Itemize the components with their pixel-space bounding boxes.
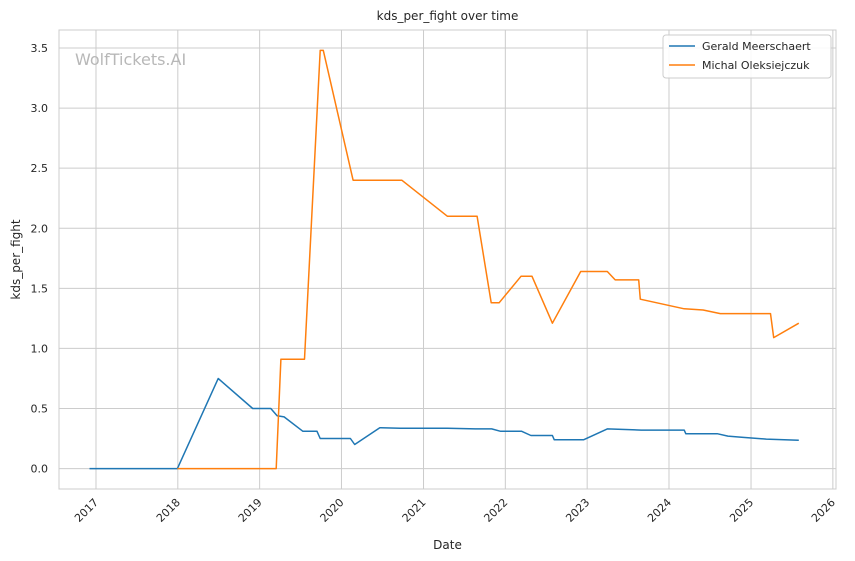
y-tick-label: 0.0 <box>31 463 49 476</box>
y-axis-title: kds_per_fight <box>9 219 23 300</box>
y-tick-label: 2.0 <box>31 222 49 235</box>
grid <box>59 30 836 489</box>
legend: Gerald Meerschaert Michal Oleksiejczuk <box>662 34 832 79</box>
chart-title: kds_per_fight over time <box>377 9 519 23</box>
legend-box <box>662 34 832 79</box>
y-tick-labels: 0.0 0.5 1.0 1.5 2.0 2.5 3.0 3.5 <box>31 42 49 476</box>
plot-frame <box>58 29 837 490</box>
x-axis-title: Date <box>433 538 462 552</box>
y-tick-label: 1.5 <box>31 282 49 295</box>
y-tick-label: 0.5 <box>31 402 49 415</box>
y-tick-label: 3.5 <box>31 42 49 55</box>
series-line-2 <box>177 49 800 470</box>
y-tick-label: 2.5 <box>31 162 49 175</box>
legend-label: Gerald Meerschaert <box>702 40 811 53</box>
watermark-text: WolfTickets.AI <box>75 50 186 69</box>
y-tick-label: 1.0 <box>31 342 49 355</box>
series-lines <box>89 49 800 470</box>
legend-label: Michal Oleksiejczuk <box>702 59 810 72</box>
y-tick-label: 3.0 <box>31 102 49 115</box>
